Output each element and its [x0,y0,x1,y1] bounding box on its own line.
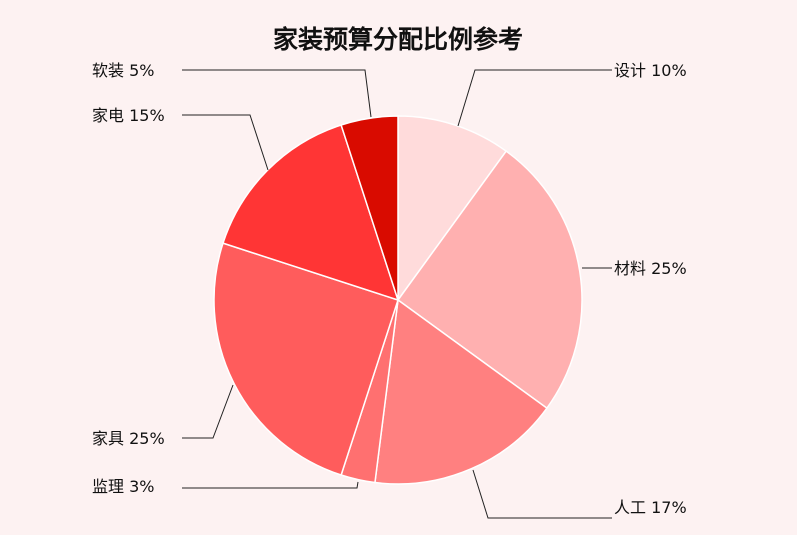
leader-line [182,114,269,171]
slice-label: 家具 25% [92,429,165,448]
leader-line [472,469,612,519]
slice-label: 软装 5% [92,61,154,80]
slice-label: 家电 15% [92,106,165,125]
leader-line [182,384,234,439]
slice-label: 设计 10% [614,61,687,80]
slice-label: 监理 3% [92,477,154,496]
leader-line [182,69,372,118]
leader-line [182,481,359,489]
pie-slice-设计 [397,115,508,303]
pie-slice-人工 [374,298,548,485]
slice-label: 材料 25% [614,259,687,278]
chart-title: 家装预算分配比例参考 [273,25,523,54]
pie-slice-家具 [213,242,399,476]
leader-line [457,69,612,127]
slice-label: 人工 17% [614,498,687,517]
pie-slice-软装 [340,115,399,301]
pie-slice-材料 [396,150,583,410]
